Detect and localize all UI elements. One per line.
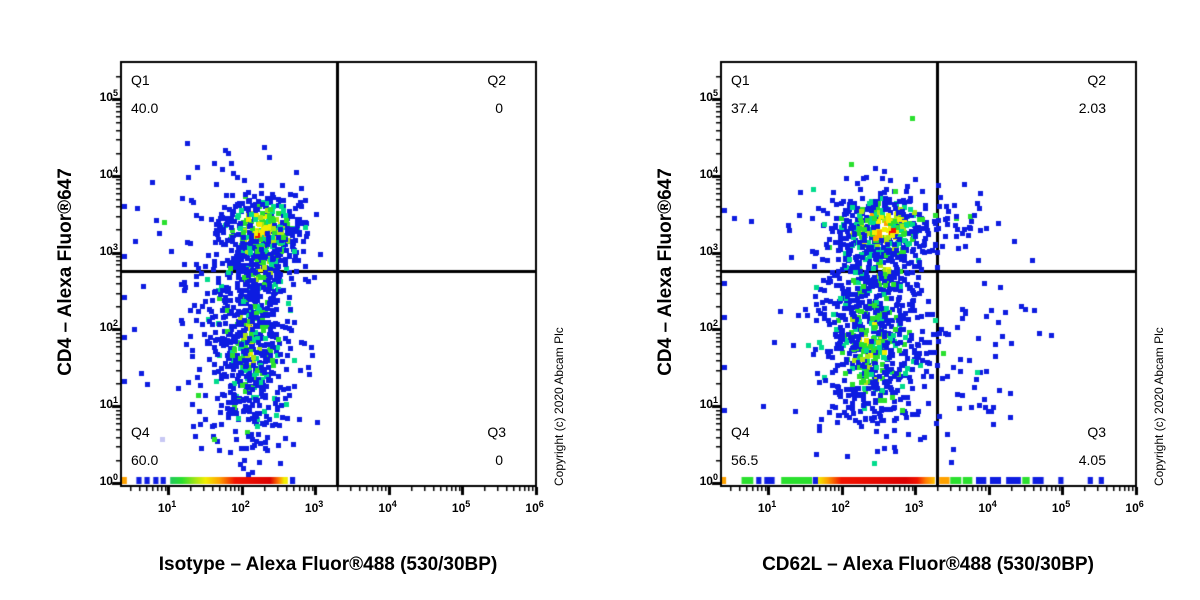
- x-axis-tick-label: 106: [525, 499, 544, 515]
- right-q4-label: Q4: [731, 424, 750, 440]
- left-x-axis-title: Isotype – Alexa Fluor®488 (530/30BP): [158, 554, 498, 575]
- left-y-axis-title: CD4 – Alexa Fluor®647: [55, 168, 76, 376]
- x-axis-tick-label: 103: [904, 499, 924, 515]
- x-axis-tick-label: 101: [757, 499, 777, 515]
- y-axis-tick-label: 104: [99, 164, 118, 181]
- left-q2-value: 0: [495, 100, 503, 116]
- right-q2-value: 2.03: [1078, 100, 1106, 116]
- y-axis-tick-label: 100: [99, 472, 118, 488]
- y-axis-tick-label: 100: [699, 472, 718, 488]
- x-axis-tick-label: 102: [231, 499, 250, 515]
- left-q4-label: Q4: [131, 424, 150, 440]
- left-q4-value: 60.0: [131, 452, 159, 468]
- right-y-axis-title: CD4 – Alexa Fluor®647: [655, 168, 676, 376]
- right-q4-value: 56.5: [731, 452, 759, 468]
- left-q3-value: 0: [495, 452, 503, 468]
- y-axis-tick-label: 103: [99, 241, 118, 258]
- x-axis-tick-label: 104: [378, 499, 397, 515]
- right-q3-label: Q3: [1087, 424, 1106, 440]
- left-copyright-watermark: Copyright (c) 2020 Abcam Plc: [552, 327, 566, 486]
- y-axis-tick-label: 104: [699, 164, 718, 181]
- x-axis-tick-label: 104: [978, 499, 997, 515]
- y-axis-tick-label: 103: [699, 241, 718, 258]
- left-q1-label: Q1: [131, 72, 150, 88]
- x-axis-tick-label: 106: [1125, 499, 1144, 515]
- left-q2-label: Q2: [487, 72, 506, 88]
- right-q1-value: 37.4: [731, 100, 759, 116]
- x-axis-tick-label: 105: [1051, 499, 1071, 515]
- right-q3-value: 4.05: [1078, 452, 1106, 468]
- right-q2-label: Q2: [1087, 72, 1106, 88]
- x-axis-tick-label: 103: [304, 499, 324, 515]
- y-axis-tick-label: 102: [99, 318, 118, 335]
- y-axis-tick-label: 105: [99, 88, 118, 104]
- y-axis-tick-label: 102: [699, 318, 718, 335]
- left-q1-value: 40.0: [131, 100, 159, 116]
- y-axis-tick-label: 101: [699, 395, 718, 412]
- right-q1-label: Q1: [731, 72, 750, 88]
- y-axis-tick-label: 101: [99, 395, 118, 412]
- x-axis-tick-label: 102: [831, 499, 850, 515]
- left-q3-label: Q3: [487, 424, 506, 440]
- x-axis-tick-label: 101: [157, 499, 177, 515]
- right-copyright-watermark: Copyright (c) 2020 Abcam Plc: [1152, 327, 1166, 486]
- y-axis-tick-label: 105: [699, 88, 718, 104]
- x-axis-tick-label: 105: [451, 499, 471, 515]
- right-x-axis-title: CD62L – Alexa Fluor®488 (530/30BP): [762, 554, 1094, 575]
